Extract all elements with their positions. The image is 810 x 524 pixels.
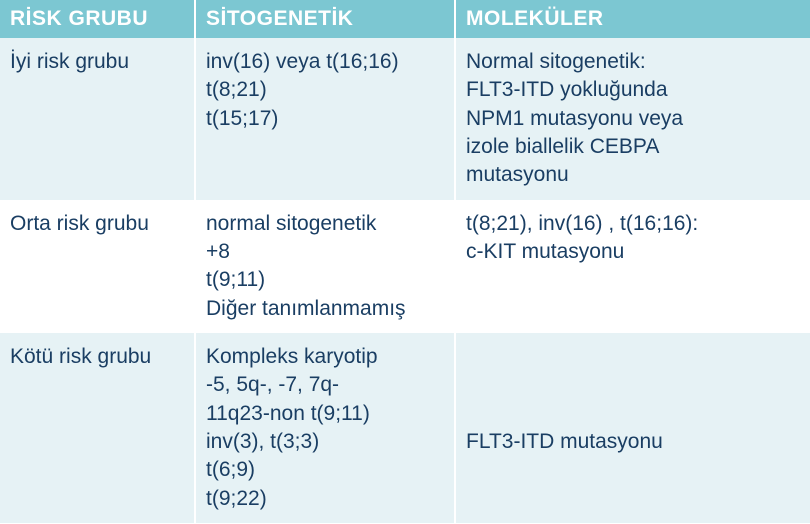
col-header-risk: RİSK GRUBU	[0, 0, 195, 38]
table-row: İyi risk grubu inv(16) veya t(16;16)t(8;…	[0, 38, 810, 200]
cell-sito: inv(16) veya t(16;16)t(8;21)t(15;17)	[195, 38, 455, 200]
cell-mol: FLT3-ITD mutasyonu	[455, 333, 810, 523]
cell-sito: Kompleks karyotip-5, 5q-, -7, 7q-11q23-n…	[195, 333, 455, 523]
cell-risk: İyi risk grubu	[0, 38, 195, 200]
col-header-sito: SİTOGENETİK	[195, 0, 455, 38]
cell-mol: Normal sitogenetik:FLT3-ITD yokluğundaNP…	[455, 38, 810, 200]
cell-risk: Kötü risk grubu	[0, 333, 195, 523]
table-row: Orta risk grubu normal sitogenetik+8t(9;…	[0, 200, 810, 333]
cell-risk: Orta risk grubu	[0, 200, 195, 333]
cell-sito: normal sitogenetik+8t(9;11)Diğer tanımla…	[195, 200, 455, 333]
table-row: Kötü risk grubu Kompleks karyotip-5, 5q-…	[0, 333, 810, 523]
risk-table: RİSK GRUBU SİTOGENETİK MOLEKÜLER İyi ris…	[0, 0, 810, 523]
cell-mol: t(8;21), inv(16) , t(16;16):c-KIT mutasy…	[455, 200, 810, 333]
table-header-row: RİSK GRUBU SİTOGENETİK MOLEKÜLER	[0, 0, 810, 38]
col-header-mol: MOLEKÜLER	[455, 0, 810, 38]
